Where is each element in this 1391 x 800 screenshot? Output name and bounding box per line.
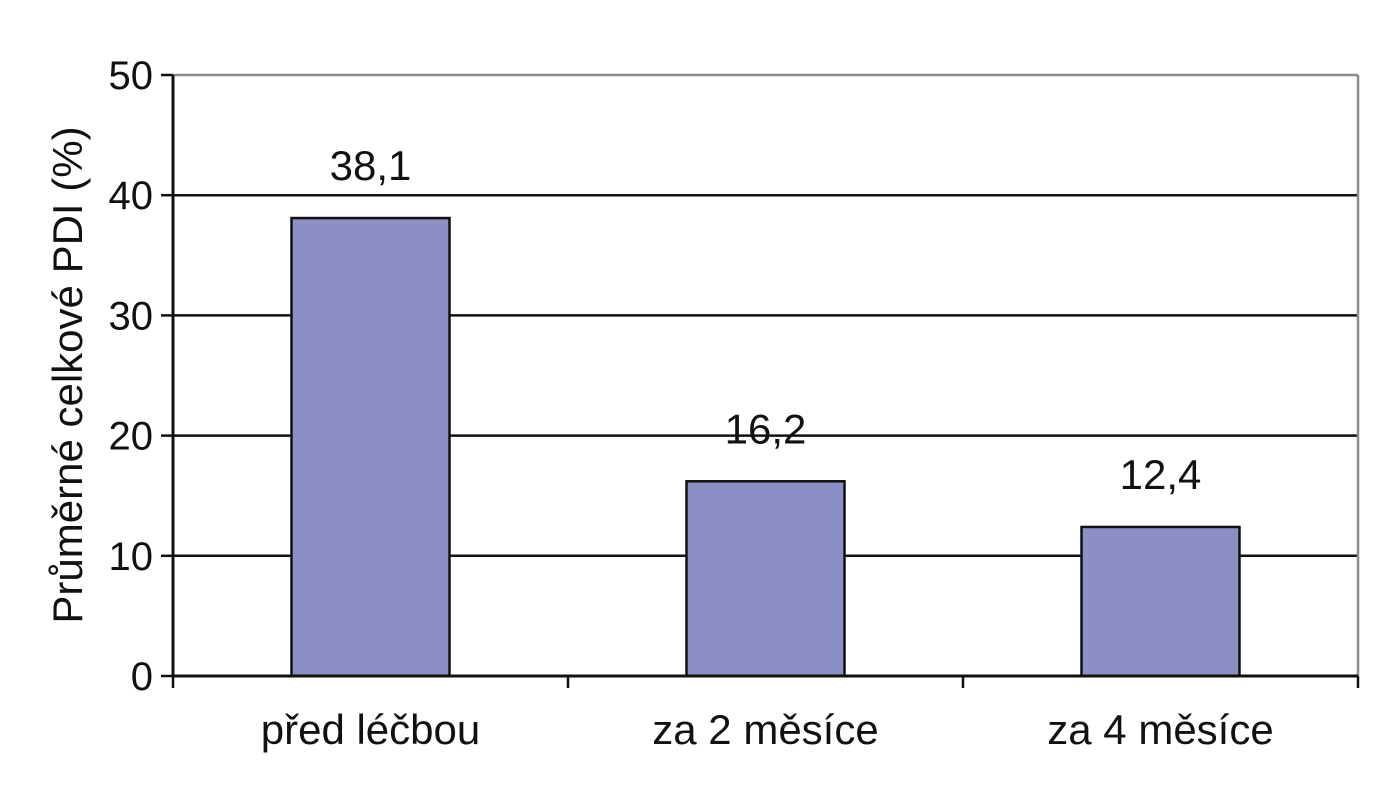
bar-2: [685, 480, 846, 678]
bar-3: [1080, 525, 1241, 678]
y-tick-label: 10: [109, 535, 154, 579]
x-category-label-2: za 2 měsíce: [652, 706, 878, 753]
plot-frame: [171, 73, 1360, 678]
y-tick-label: 30: [109, 294, 154, 338]
y-axis-title: Průměrné celkové PDI (%): [44, 126, 91, 623]
value-label-3: 12,4: [1120, 451, 1202, 498]
y-tick-label: 50: [109, 54, 154, 98]
value-label-2: 16,2: [725, 405, 807, 452]
value-label-1: 38,1: [330, 142, 412, 189]
x-category-label-3: za 4 měsíce: [1047, 706, 1273, 753]
y-ticks: 0 10 20 30 40 50: [109, 54, 173, 699]
y-tick-label: 20: [109, 415, 154, 459]
y-tick-label: 0: [131, 655, 153, 699]
x-category-label-1: před léčbou: [261, 706, 481, 753]
value-labels: 38,1 16,2 12,4: [330, 142, 1202, 498]
y-tick-label: 40: [109, 174, 154, 218]
x-ticks: před léčbou za 2 měsíce za 4 měsíce: [171, 676, 1360, 753]
bar-1: [290, 216, 451, 678]
